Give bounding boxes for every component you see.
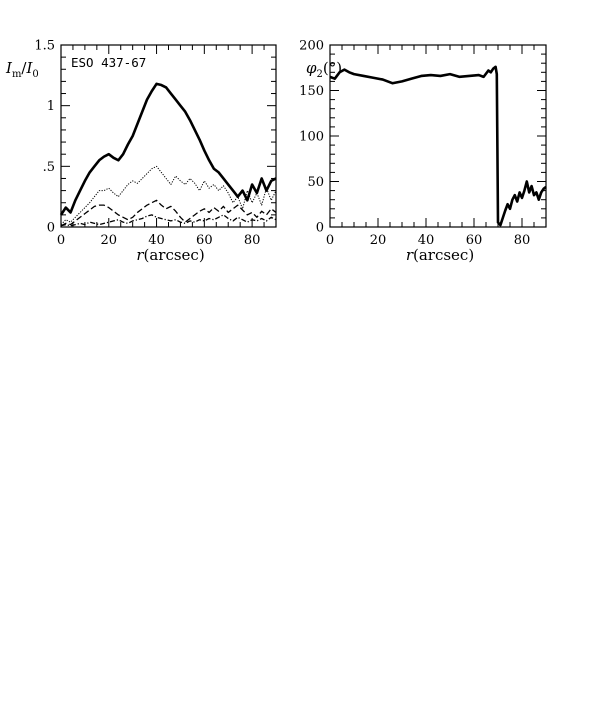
x-axis-label: r(arcsec) xyxy=(406,246,474,264)
x-axis-label: r(arcsec) xyxy=(136,246,204,264)
x-tick-label: 0 xyxy=(57,233,65,248)
x-tick-label: 60 xyxy=(466,233,483,248)
y-tick-label: 1 xyxy=(47,99,55,114)
right-panel: 0 20 40 60 80 0 50 100 150 200 r(arcsec) φ2(°) xyxy=(299,39,547,264)
x-tick-label: 20 xyxy=(370,233,387,248)
y-tick-label: 150 xyxy=(299,84,324,99)
y-tick-label: 0 xyxy=(47,221,55,236)
series-line-thin-dotted xyxy=(60,165,277,225)
series-line-thick-solid xyxy=(329,65,547,227)
x-tick-label: 60 xyxy=(196,233,213,248)
x-tick-label: 0 xyxy=(326,233,334,248)
x-tick-label: 40 xyxy=(148,233,165,248)
left-panel: 0 20 40 60 80 0 .5 1 1.5 r(arcsec) Im/I0 ESO 437-67 xyxy=(5,39,277,264)
x-tick-label: 40 xyxy=(418,233,435,248)
x-tick-label: 80 xyxy=(514,233,531,248)
series-line-dash-dot xyxy=(60,214,277,227)
y-axis-label: Im/I0 xyxy=(5,59,39,80)
x-tick-label: 20 xyxy=(101,233,118,248)
y-axis-label: φ2(°) xyxy=(306,59,342,80)
y-tick-label: .5 xyxy=(43,160,55,175)
series-line-dashed xyxy=(60,199,277,227)
x-tick-label: 80 xyxy=(244,233,261,248)
y-tick-label: 0 xyxy=(316,221,324,236)
y-tick-label: 50 xyxy=(307,175,324,190)
y-tick-label: 200 xyxy=(299,39,324,54)
series-line-thick-solid xyxy=(59,82,277,216)
y-tick-label: 1.5 xyxy=(34,39,55,54)
plot-frame xyxy=(60,44,277,228)
galaxy-annotation: ESO 437-67 xyxy=(71,55,146,70)
y-tick-label: 100 xyxy=(299,130,324,145)
